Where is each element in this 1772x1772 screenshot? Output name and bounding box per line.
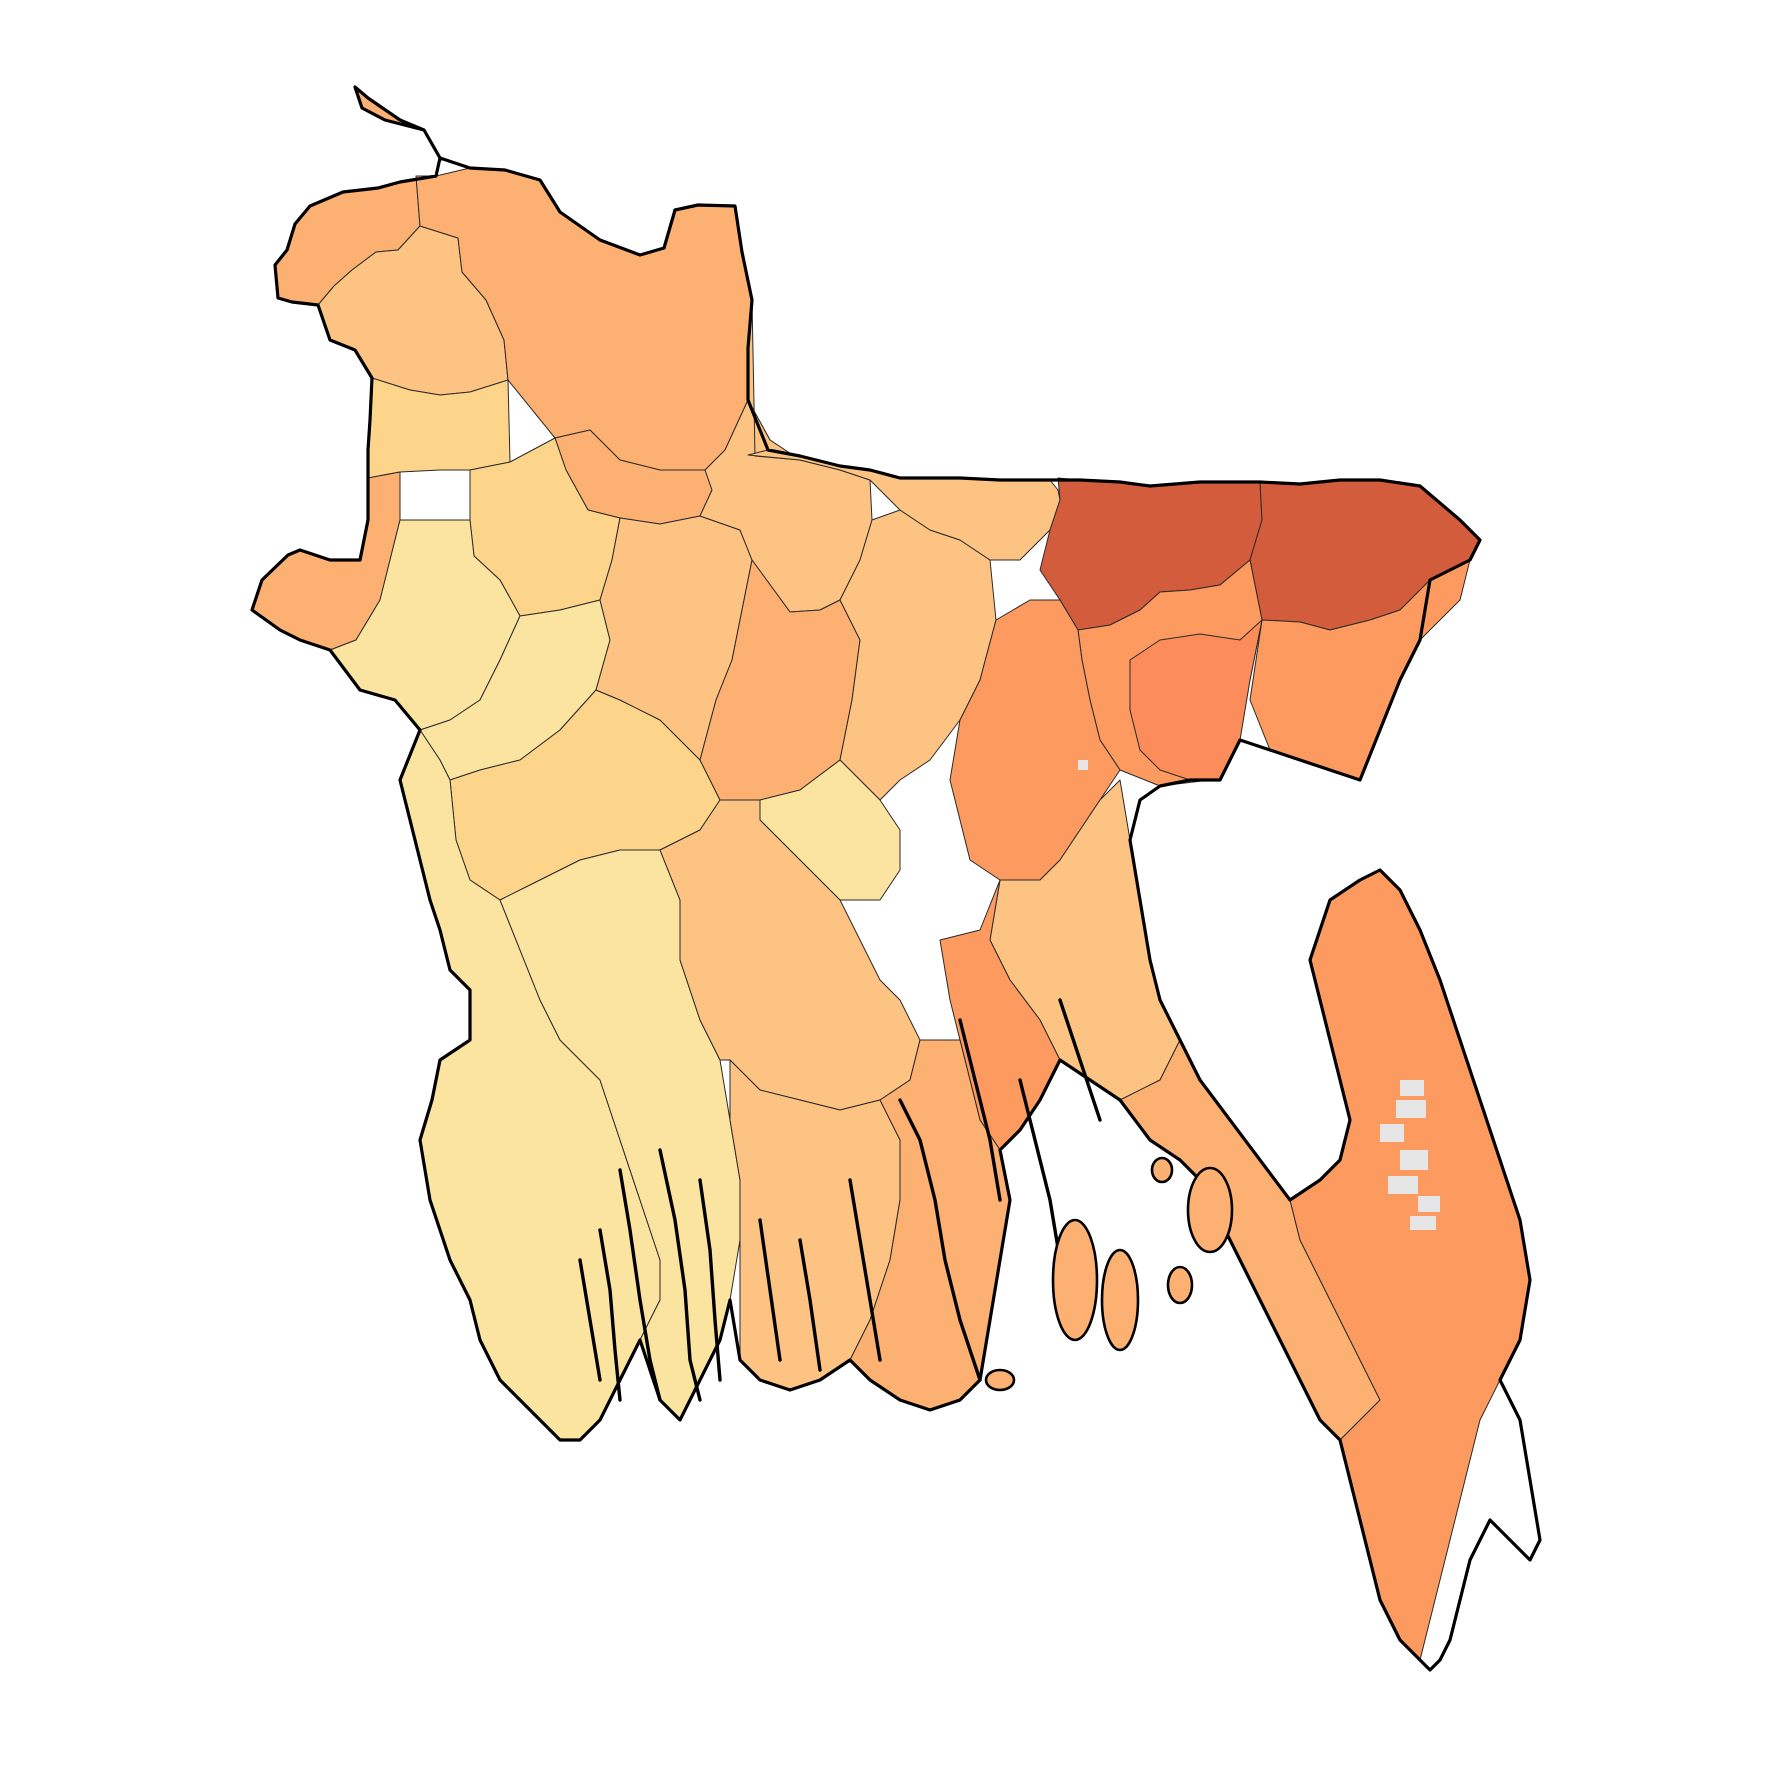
no-data-cell [1400,1150,1428,1170]
no-data-cell [1380,1124,1404,1142]
island [1100,1248,1140,1352]
no-data-cell [1396,1100,1426,1118]
island [984,1368,1016,1392]
river-channel [698,1178,722,1382]
river-channel [1018,1078,1062,1262]
river-channel [758,1218,782,1362]
region-north-central-1[interactable] [747,299,801,461]
no-data-cell [1400,1080,1424,1096]
river-network [578,998,1102,1402]
no-data-cell [1418,1196,1440,1212]
island [1051,1218,1099,1342]
no-data-cell [1388,1176,1418,1194]
island [1150,1156,1174,1184]
no-data-patches [1078,760,1440,1230]
region-southeast-coast[interactable] [1289,869,1531,1661]
river-channel [798,1238,822,1372]
river-channel [578,1258,602,1382]
river-channel [898,1098,982,1382]
no-data-cell [1078,760,1088,770]
river-channel [658,1148,702,1402]
region-east-central-1[interactable] [949,599,1121,881]
island [1166,1265,1194,1305]
river-channel [618,1168,662,1402]
country-outline [250,85,1542,1672]
river-channel [598,1228,622,1402]
regions-layer [251,86,1531,1661]
river-channel [1058,998,1102,1122]
no-data-cell [1410,1216,1436,1230]
island [1186,1166,1234,1254]
river-channel [958,1018,1002,1202]
islands [984,1156,1234,1392]
river-channel [848,1178,882,1362]
region-south-central-1[interactable] [659,799,921,1111]
